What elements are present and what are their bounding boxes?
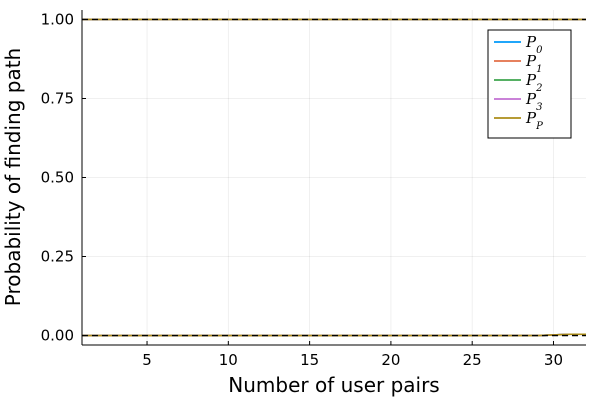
- data-layer: [82, 18, 586, 337]
- y-tick-label: 0.25: [41, 248, 74, 266]
- y-tick-label: 0.50: [41, 169, 74, 187]
- legend-subscript: 2: [535, 83, 542, 94]
- y-tick-label: 1.00: [41, 10, 74, 28]
- axes-layer: 5 10 15 20 25 300.000.250.500.751.00: [41, 10, 586, 369]
- y-axis-label: Probability of finding path: [1, 48, 25, 306]
- legend-box: [487, 29, 572, 139]
- legend-subscript: 3: [536, 102, 542, 113]
- y-tick-label: 0.75: [41, 89, 74, 107]
- legend-subscript: 1: [536, 64, 542, 75]
- x-axis-label: Number of user pairs: [228, 373, 439, 397]
- x-tick-label: 10: [219, 351, 238, 369]
- x-tick-label: 20: [381, 351, 400, 369]
- x-tick-label: 5: [142, 351, 152, 369]
- legend-subscript: P: [535, 121, 543, 132]
- x-tick-label: 25: [463, 351, 482, 369]
- y-tick-label: 0.00: [41, 327, 74, 345]
- x-tick-label: 15: [300, 351, 319, 369]
- legend-subscript: 0: [536, 45, 543, 56]
- x-tick-label: 30: [544, 351, 563, 369]
